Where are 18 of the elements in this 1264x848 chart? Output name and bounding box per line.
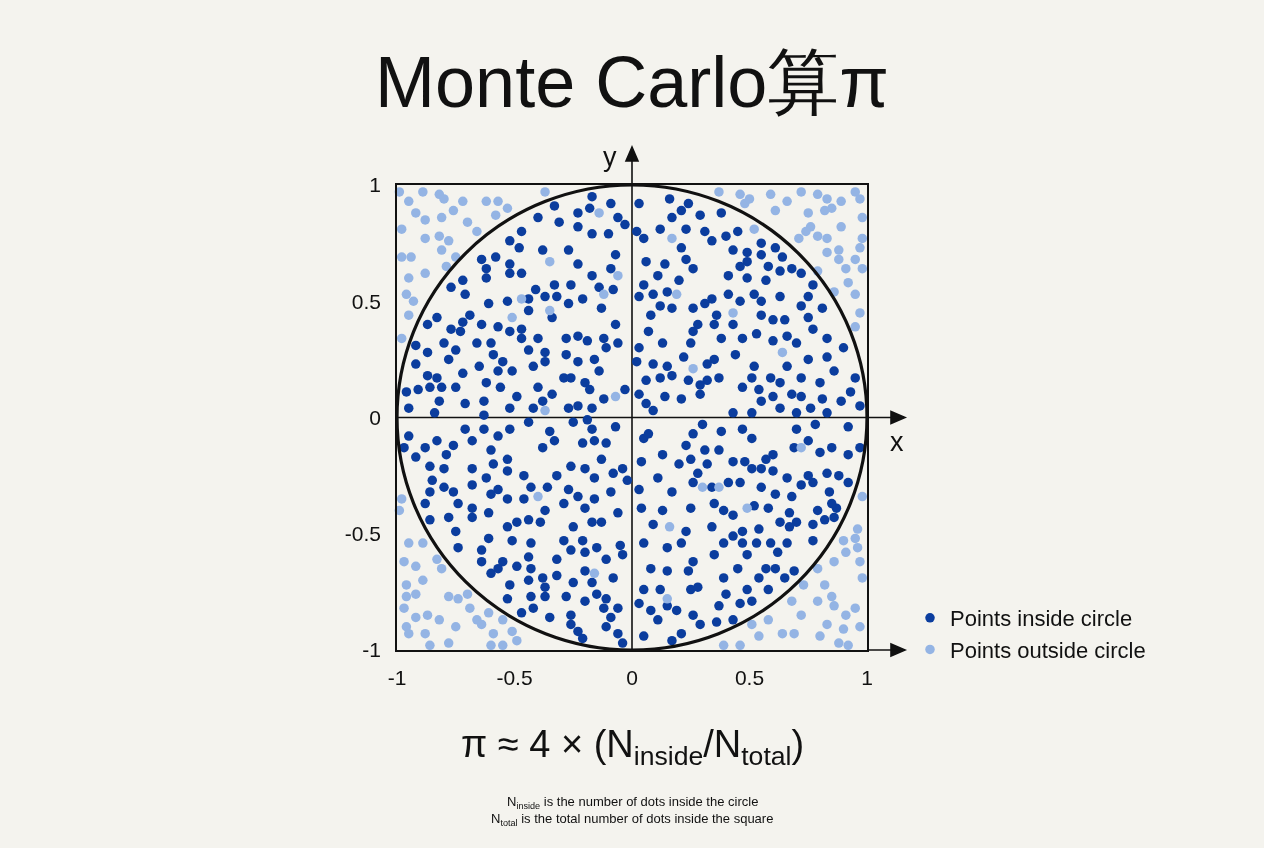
y-tick-label: -1 [362,638,381,662]
y-tick-label: -0.5 [344,522,381,546]
y-tick-label: 1 [369,173,381,197]
ref-line-label: y [603,142,617,172]
text: N$_{total}$ is the total number of dots inside the square [491,811,774,828]
y-tick-label: 0.5 [351,289,381,313]
legend-label: Points inside circle [950,606,1133,632]
x-tick-label: 1 [861,666,873,689]
text: N$_{inside}$ is the number of dots inside the circle [507,794,759,811]
text: π ≈ 4 × (N$_{inside}$/N$_{total}$) [461,723,805,771]
x-tick-label: -0.5 [496,666,533,689]
chart-title: Monte Carlo算π [375,42,889,123]
legend-label: Points outside circle [950,637,1146,663]
y-tick-label: 0 [369,405,381,429]
x-tick-label: -1 [387,666,407,689]
x-tick-label: 0 [626,666,638,689]
x-tick-label: 0.5 [734,666,765,689]
ref-line-label: x [890,427,904,457]
